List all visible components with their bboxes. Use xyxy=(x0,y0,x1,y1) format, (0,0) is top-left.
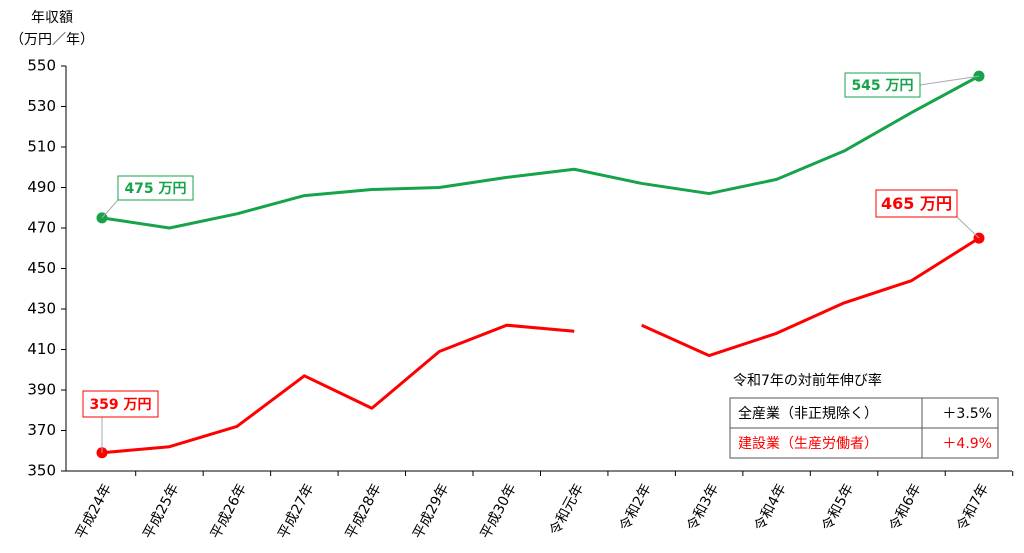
callout-leader xyxy=(956,216,980,239)
x-tick-label: 平成30年 xyxy=(478,481,520,541)
x-tick-label: 平成24年 xyxy=(73,481,115,541)
table-cell xyxy=(921,427,999,459)
x-tick-label: 平成29年 xyxy=(410,481,452,541)
y-tick-label: 470 xyxy=(27,219,56,237)
callout-label: 475 万円 xyxy=(124,181,186,197)
table-row-label: 建設業（生産労働者） xyxy=(738,436,878,452)
table-cell xyxy=(729,397,923,429)
y-tick-label: 390 xyxy=(27,381,56,399)
x-tick-label: 平成25年 xyxy=(140,481,182,541)
callout-label: 359 万円 xyxy=(89,397,151,413)
y-tick-label: 350 xyxy=(27,462,56,480)
data-line xyxy=(101,323,575,455)
table-row-label: 全産業（非正規除く） xyxy=(738,405,878,422)
x-tick-label: 平成28年 xyxy=(343,481,385,541)
callout-box xyxy=(82,390,159,418)
callout-box xyxy=(875,189,958,218)
x-tick-label: 令和6年 xyxy=(887,481,925,533)
callout-leader xyxy=(101,199,119,219)
x-tick-label: 令和5年 xyxy=(819,481,857,533)
x-tick-label: 令和3年 xyxy=(684,481,722,533)
y-axis-title: （万円／年） xyxy=(10,32,94,48)
table-cell xyxy=(729,427,923,459)
y-tick-label: 490 xyxy=(27,178,56,196)
table-row-value: ＋3.5% xyxy=(942,406,992,422)
table-cell xyxy=(921,397,999,429)
y-tick-label: 410 xyxy=(27,340,56,358)
data-line xyxy=(641,236,980,358)
y-tick-label: 530 xyxy=(27,97,56,115)
x-tick-label: 平成27年 xyxy=(275,481,317,541)
x-tick-label: 令和元年 xyxy=(547,481,587,538)
callout-box xyxy=(117,175,194,201)
callout-box xyxy=(844,72,921,98)
table-title: 令和7年の対前年伸び率 xyxy=(733,372,882,389)
data-line xyxy=(101,74,980,230)
x-tick-label: 令和2年 xyxy=(617,481,655,533)
y-tick-label: 430 xyxy=(27,300,56,318)
y-axis-title: 年収額 xyxy=(31,10,73,26)
y-tick-label: 510 xyxy=(27,138,56,156)
callout-leader xyxy=(919,75,980,86)
x-tick-label: 平成26年 xyxy=(208,481,250,541)
y-tick-label: 550 xyxy=(27,57,56,75)
callout-label: 545 万円 xyxy=(851,78,913,94)
x-tick-label: 令和4年 xyxy=(752,481,790,533)
y-tick-label: 450 xyxy=(27,259,56,277)
callout-label: 465 万円 xyxy=(881,194,952,213)
table-row-value: ＋4.9% xyxy=(942,436,992,452)
y-tick-label: 370 xyxy=(27,421,56,439)
x-tick-label: 令和7年 xyxy=(954,481,992,533)
